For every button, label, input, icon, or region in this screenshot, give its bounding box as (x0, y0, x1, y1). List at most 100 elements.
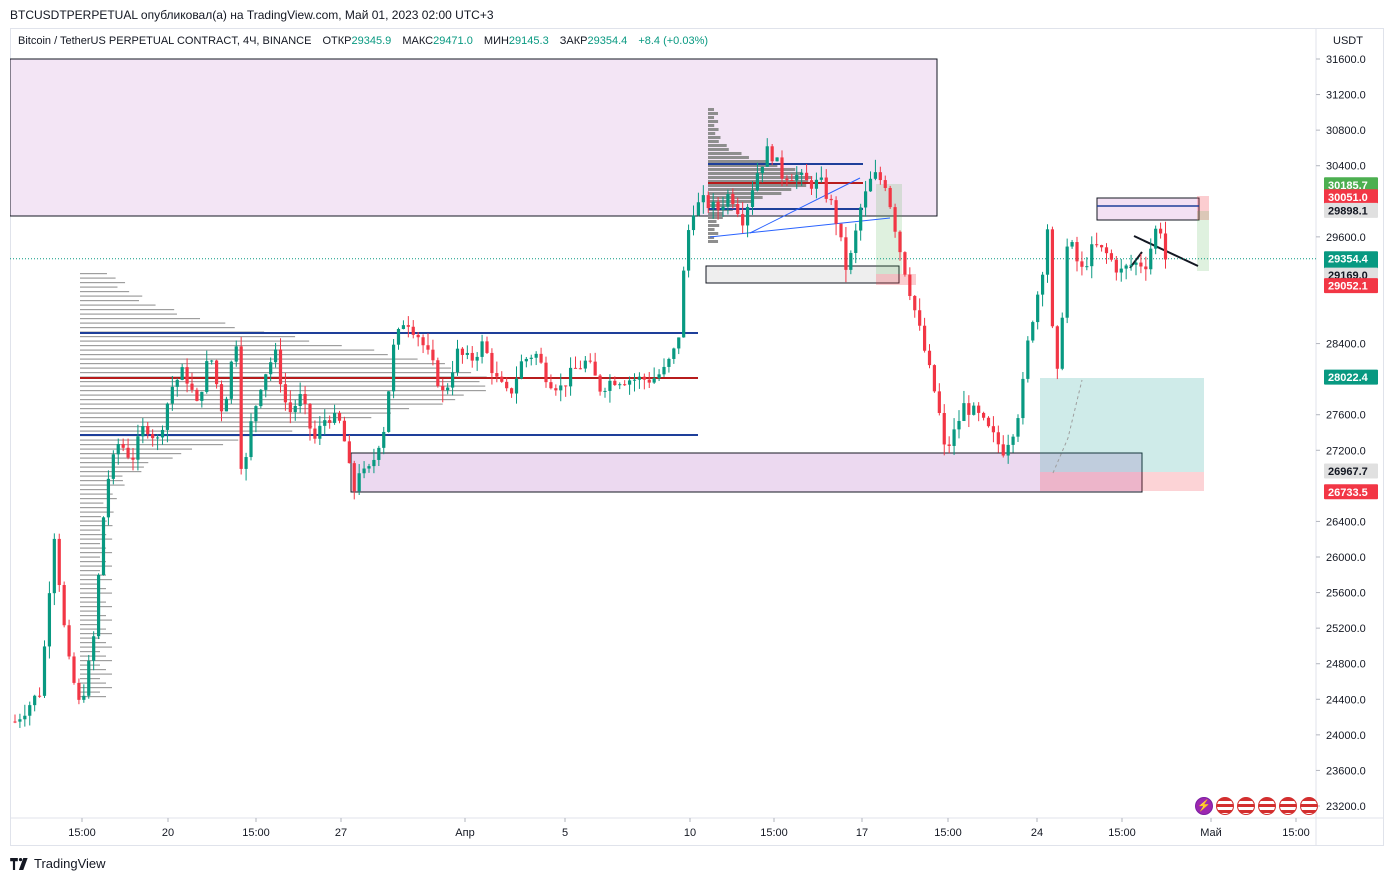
bolt-icon[interactable]: ⚡ (1195, 797, 1213, 815)
candle-body (1031, 322, 1035, 341)
candle-body (564, 385, 568, 387)
candle-body (908, 274, 912, 296)
candle-body (303, 393, 307, 404)
candle-body (854, 230, 858, 253)
price-chart[interactable]: 31600.0 31200.0 30800.0 30400.0 29600.0 28400… (10, 28, 1384, 846)
candle-body (706, 195, 710, 209)
candle-body (101, 517, 106, 576)
candle-body (1001, 444, 1005, 456)
profile-row (708, 216, 723, 219)
candle-body (1158, 228, 1163, 234)
position-target-right[interactable] (1197, 211, 1209, 271)
candle-body (244, 457, 248, 469)
candle-body (775, 157, 779, 162)
projection-dashed-line[interactable] (1052, 379, 1083, 474)
candle-body (716, 201, 720, 210)
candle-body (755, 173, 760, 191)
profile-row (708, 192, 782, 195)
long-position-target[interactable] (1040, 378, 1204, 472)
profile-row (80, 273, 107, 275)
candle-body (106, 478, 111, 518)
candle-body (116, 444, 120, 455)
candle-body (170, 386, 174, 404)
x-tick-label: Апр (455, 827, 474, 839)
candle-body (893, 207, 897, 232)
upper-zone-rect[interactable] (1096, 197, 1200, 221)
profile-row (80, 277, 116, 279)
candle-body (1095, 244, 1099, 246)
candle-body (485, 341, 489, 353)
profile-row (80, 570, 101, 572)
candle-body (490, 352, 494, 374)
flag-icon[interactable] (1258, 797, 1276, 815)
candle-body (765, 146, 769, 167)
profile-row (80, 313, 177, 315)
candle-body (583, 360, 587, 369)
profile-row (708, 124, 715, 127)
tradingview-logo-icon[interactable] (10, 857, 30, 870)
candle-body (18, 719, 22, 722)
position-stop-small[interactable] (876, 274, 916, 285)
candle-body (750, 190, 755, 207)
profile-row (80, 615, 107, 617)
y-tick-label: 25200.0 (1326, 623, 1366, 635)
profile-row (708, 112, 719, 115)
profile-row (80, 660, 112, 662)
candle-body (146, 426, 150, 435)
candle-body (637, 376, 642, 380)
flag-icon[interactable] (1300, 797, 1318, 815)
candle-body (691, 215, 696, 231)
candle-body (337, 412, 342, 421)
profile-row (80, 687, 112, 689)
candle-body (1055, 326, 1059, 369)
candle-body (662, 366, 666, 375)
currency-label[interactable]: USDT (1333, 35, 1363, 47)
position-stop-right[interactable] (1197, 196, 1209, 220)
candle-body (136, 436, 140, 460)
candle-body (859, 207, 863, 231)
y-tick-label: 31600.0 (1326, 54, 1366, 66)
candle-body (33, 695, 37, 706)
candle-body (352, 463, 356, 492)
supply-zone-rect[interactable] (10, 58, 938, 217)
x-tick-label: 15:00 (242, 827, 270, 839)
candle-body (441, 385, 445, 391)
candle-body (721, 206, 725, 210)
profile-row (80, 606, 113, 608)
candle-body (790, 180, 794, 182)
profile-row (80, 480, 123, 482)
mid-zone-rect[interactable] (705, 265, 900, 284)
symbol-title[interactable]: Bitcoin / TetherUS PERPETUAL CONTRACT, 4… (18, 35, 312, 47)
y-tick-label: 23200.0 (1326, 801, 1366, 813)
candle-body (544, 362, 548, 383)
candle-body (72, 656, 76, 683)
long-position-stop[interactable] (1040, 472, 1204, 491)
candle-body (210, 360, 214, 362)
candle-body (446, 387, 450, 391)
candle-body (534, 353, 538, 358)
candle-body (996, 432, 1000, 445)
flag-icon[interactable] (1279, 797, 1297, 815)
candle-body (450, 372, 455, 388)
brand-name[interactable]: TradingView (34, 856, 106, 871)
candle-body (357, 473, 361, 492)
flag-icon[interactable] (1237, 797, 1255, 815)
flag-icon[interactable] (1216, 797, 1234, 815)
trendline-upper[interactable] (749, 177, 861, 234)
demand-zone-rect[interactable] (350, 452, 1143, 493)
candle-body (332, 412, 337, 423)
candle-body (652, 378, 656, 383)
candle-body (608, 380, 612, 391)
publish-caption: BTCUSDTPERPETUAL опубликовал(а) на Tradi… (10, 8, 494, 22)
candles[interactable] (13, 138, 1168, 728)
profile-row (80, 601, 107, 603)
candle-body (500, 376, 504, 382)
candle-body (632, 379, 637, 381)
y-tick-label: 26000.0 (1326, 552, 1366, 564)
trendline-lower[interactable] (709, 217, 891, 238)
candle-body (642, 376, 646, 380)
profile-row (708, 232, 719, 235)
candle-body (849, 252, 853, 270)
profile-row (80, 340, 310, 342)
profile-row (80, 417, 372, 419)
